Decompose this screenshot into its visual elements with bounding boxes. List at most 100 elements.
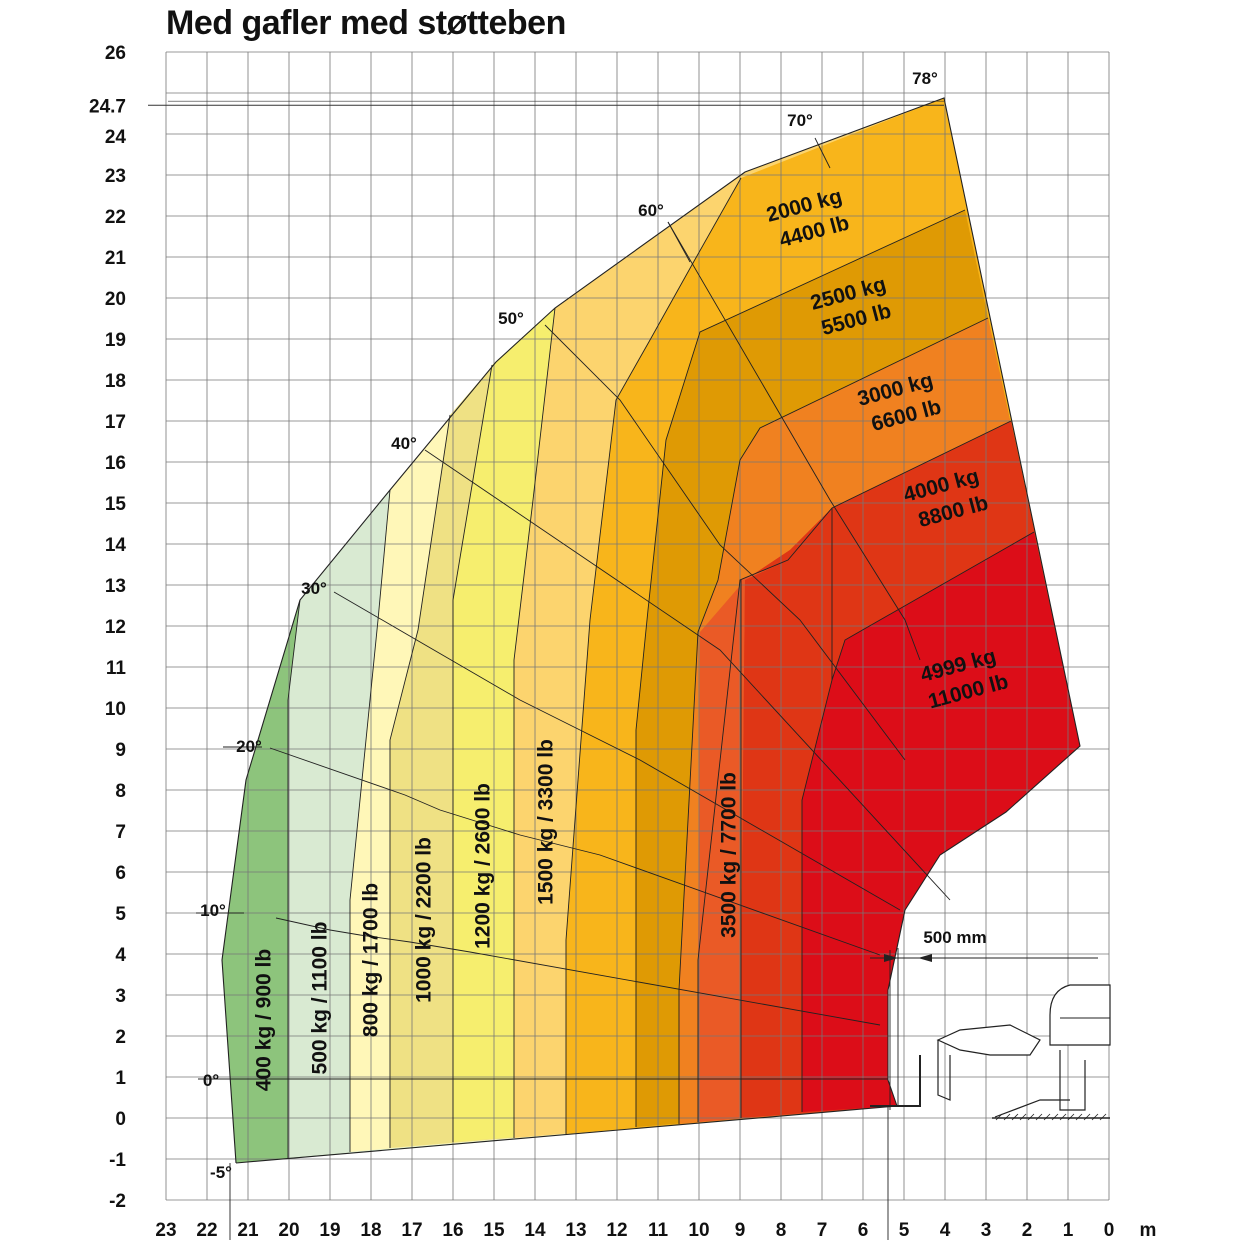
angle-label: 70° [787, 111, 813, 130]
load-zone-z3500-inner [698, 560, 788, 1122]
x-tick-label: 14 [524, 1220, 546, 1241]
telehandler-icon [870, 984, 1111, 1121]
y-tick-label: -2 [109, 1191, 126, 1212]
angle-label: 0° [203, 1071, 219, 1090]
x-tick-label: 2 [1022, 1220, 1033, 1241]
angle-tick [814, 137, 831, 169]
ground-hatch [1003, 1113, 1011, 1121]
y-tick-label: 20 [105, 289, 126, 310]
zone-label: 800 kg / 1700 lb [360, 883, 383, 1037]
y-tick-label: 19 [105, 330, 126, 351]
y-tick-label: 8 [115, 781, 126, 802]
ground-hatch [995, 1113, 1003, 1121]
x-tick-label: 4 [940, 1220, 951, 1241]
x-tick-label: 18 [360, 1220, 381, 1241]
ground-hatch [1043, 1113, 1051, 1121]
x-tick-label: 15 [483, 1220, 505, 1241]
y-tick-label: 22 [105, 207, 126, 228]
zone-label: 3500 kg / 7700 lb [718, 772, 741, 938]
load-zone-z4000-inner [741, 508, 832, 1118]
ground-hatch [1027, 1113, 1035, 1121]
ground-hatch [1051, 1113, 1059, 1121]
zone-boundary-line [565, 177, 742, 1134]
x-tick-label: 17 [401, 1220, 422, 1241]
boom-head [936, 1024, 1041, 1056]
x-tick-label: 16 [442, 1220, 463, 1241]
y-tick-label: 18 [105, 371, 126, 392]
boom-angle-line [424, 449, 951, 901]
y-tick-label: 6 [115, 863, 126, 884]
y-tick-label: 15 [105, 494, 127, 515]
envelope-boundary [221, 97, 1081, 1164]
x-tick-label: 8 [776, 1220, 787, 1241]
ground-hatch [1075, 1113, 1083, 1121]
envelope-outline [221, 97, 1081, 1164]
envelope-bottom-edge [235, 1105, 898, 1164]
zone-boundary-line [513, 307, 556, 1138]
boom-angle-line [667, 221, 921, 661]
y-tick-label: 24 [105, 127, 127, 148]
x-tick-label: 6 [858, 1220, 869, 1241]
y-tick-label: 16 [105, 453, 126, 474]
load-zone-z4999 [802, 532, 1080, 1112]
ground-hatch [1019, 1113, 1027, 1121]
zone-label: 400 kg / 900 lb [253, 949, 276, 1091]
y-tick-label: 9 [115, 740, 126, 761]
y-tick-label: 3 [115, 986, 126, 1007]
dimension-arrow [918, 954, 932, 962]
x-tick-label: 11 [648, 1220, 669, 1241]
x-tick-label: 20 [278, 1220, 299, 1241]
y-tick-label: 24.7 [89, 96, 126, 117]
zone-label: 1500 kg / 3300 lb [535, 739, 558, 905]
ground-hatch [1091, 1113, 1099, 1121]
dimension-arrow [884, 954, 898, 962]
cab-outline [1049, 984, 1111, 1046]
chart-labels: 78° 70° 60° 50° 40° 30° 20° 10° 0° -5° 500 mm 400 k… [200, 69, 1011, 1182]
y-tick-label: -1 [109, 1150, 126, 1171]
x-tick-label: 22 [196, 1220, 217, 1241]
load-zones [222, 98, 1080, 1163]
x-tick-label: 5 [899, 1220, 910, 1241]
zone-boundary-line [452, 364, 493, 1142]
ground-hatch [1099, 1113, 1107, 1121]
zone-label: 1200 kg / 2600 lb [472, 783, 495, 949]
ground-hatch [1083, 1113, 1091, 1121]
ground-hatch [1059, 1113, 1067, 1121]
y-tick-label: 1 [115, 1068, 126, 1089]
chart-title: Med gafler med støtteben [166, 4, 566, 42]
axes: 23 22 21 20 19 18 17 16 15 14 13 12 11 10 9 8 7 6 5 4 3 2 1 0 m2… [89, 43, 1156, 1241]
x-tick-label: 10 [688, 1220, 709, 1241]
x-tick-label: 3 [981, 1220, 992, 1241]
y-tick-label: 4 [115, 945, 126, 966]
y-tick-label: 14 [105, 535, 127, 556]
y-tick-label: 10 [105, 699, 126, 720]
angle-label: 78° [912, 69, 938, 88]
dimension-label: 500 mm [923, 928, 986, 947]
zone-label: 1000 kg / 2200 lb [413, 837, 436, 1003]
angle-label: 20° [236, 737, 262, 756]
zone-boundary-line [287, 599, 301, 1158]
y-tick-label: 26 [105, 43, 126, 64]
x-tick-label: 13 [565, 1220, 586, 1241]
x-tick-label: 1 [1063, 1220, 1074, 1241]
forks [870, 1055, 921, 1107]
y-tick-label: 23 [105, 166, 126, 187]
x-tick-label: 7 [817, 1220, 828, 1241]
y-tick-label: 7 [115, 822, 126, 843]
y-tick-label: 12 [105, 617, 126, 638]
angle-tick [667, 221, 691, 263]
angle-label: 40° [391, 434, 417, 453]
outrigger [1059, 1050, 1086, 1111]
y-tick-label: 2 [115, 1027, 126, 1048]
zone-boundary-line [678, 317, 989, 1124]
angle-label: 60° [638, 201, 664, 220]
boom-angle-line [275, 917, 881, 1026]
zone-boundary-line [635, 209, 966, 1127]
boom-angle-line [544, 324, 906, 761]
y-tick-label: 21 [105, 248, 127, 269]
x-tick-label: 9 [735, 1220, 746, 1241]
boom-angle-lines [196, 137, 1098, 1240]
angle-label: -5° [210, 1163, 232, 1182]
carriage [937, 1040, 951, 1101]
y-tick-label: 0 [115, 1109, 126, 1130]
